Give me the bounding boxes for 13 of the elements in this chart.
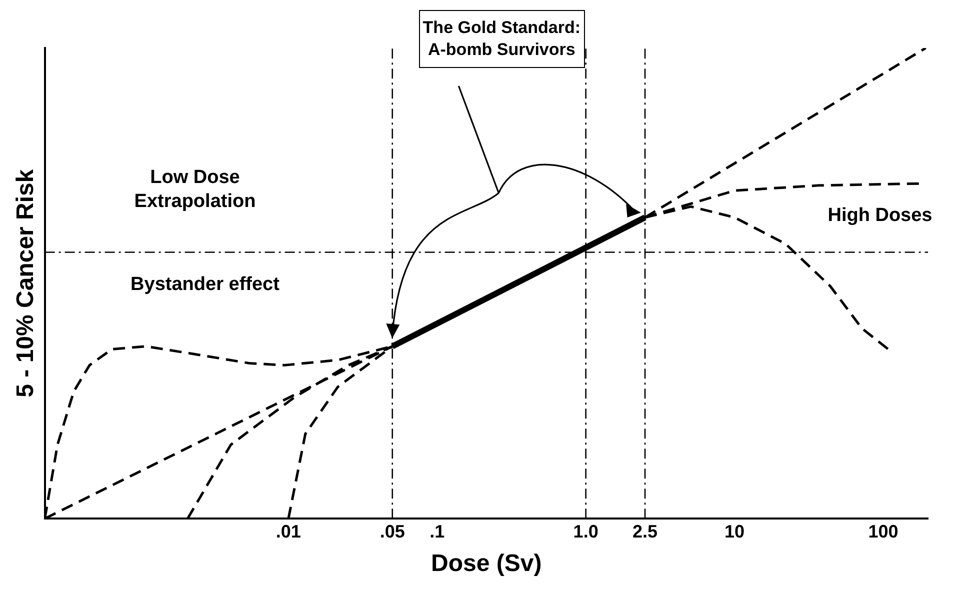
x-tick-label: .05 — [380, 521, 405, 542]
annotation: Bystander effect — [130, 273, 280, 297]
y-axis-title: 5 - 10% Cancer Risk — [12, 168, 40, 398]
x-tick-label: 100 — [868, 521, 898, 542]
x-tick-label: 1.0 — [573, 521, 598, 542]
x-tick-label: .1 — [430, 521, 445, 542]
x-tick-label: 2.5 — [632, 521, 658, 542]
annotation: The Gold Standard: A-bomb Survivors — [422, 17, 582, 61]
x-tick-label: 10 — [724, 521, 745, 542]
x-axis-title: Dose (Sv) — [431, 550, 542, 578]
x-tick-label: .01 — [276, 521, 301, 542]
annotation: Low Dose Extrapolation — [133, 166, 257, 214]
annotation: High Doses — [826, 204, 934, 228]
